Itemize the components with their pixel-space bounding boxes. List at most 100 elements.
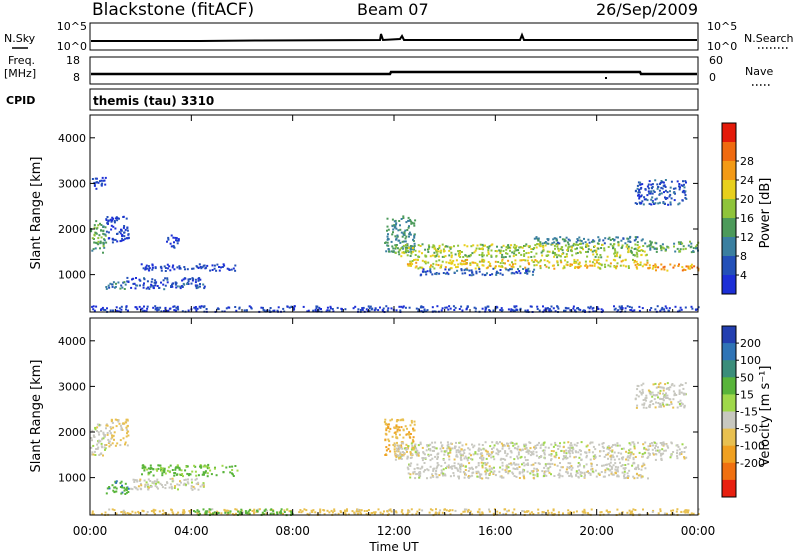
velocity-echo-cell xyxy=(524,447,527,450)
velocity-colorbar-label: Velocity [m s⁻¹] xyxy=(758,366,773,467)
velocity-echo-cell xyxy=(115,512,118,515)
velocity-echo-cell xyxy=(609,449,612,452)
power-echo-cell xyxy=(455,266,457,269)
power-echo-cell xyxy=(507,259,510,262)
velocity-echo-cell xyxy=(609,468,612,471)
velocity-echo-cell xyxy=(157,481,160,484)
power-echo-cell xyxy=(500,309,503,312)
power-echo-cell xyxy=(419,274,422,277)
velocity-echo-cell xyxy=(400,418,403,421)
velocity-echo-cell xyxy=(410,419,413,422)
power-echo-cell xyxy=(474,249,477,252)
power-echo-cell xyxy=(179,285,182,288)
velocity-echo-cell xyxy=(156,478,159,481)
velocity-echo-cell xyxy=(682,387,685,390)
power-echo-cell xyxy=(638,197,641,200)
power-colorbar-swatch xyxy=(722,275,736,295)
velocity-echo-cell xyxy=(399,444,402,447)
power-echo-cell xyxy=(566,249,569,252)
velocity-echo-cell xyxy=(621,511,624,514)
velocity-echo-cell xyxy=(164,484,167,486)
power-echo-cell xyxy=(660,263,663,266)
velocity-echo-cell xyxy=(659,382,662,385)
power-echo-cell xyxy=(581,246,584,249)
power-echo-cell xyxy=(471,252,474,255)
power-echo-cell xyxy=(446,245,449,248)
velocity-colorbar-swatch xyxy=(722,411,736,430)
velocity-echo-cell xyxy=(651,511,654,513)
power-echo-cell xyxy=(144,266,147,269)
velocity-echo-cell xyxy=(550,473,552,476)
power-echo-cell xyxy=(174,309,177,312)
power-echo-cell xyxy=(400,305,403,308)
power-echo-cell xyxy=(647,183,650,186)
power-echo-cell xyxy=(682,180,684,183)
power-echo-cell xyxy=(620,239,623,242)
velocity-echo-cell xyxy=(623,475,625,478)
power-echo-cell xyxy=(398,239,401,242)
power-echo-cell xyxy=(434,255,437,258)
velocity-echo-cell xyxy=(258,508,261,511)
velocity-echo-cell xyxy=(589,473,592,476)
power-echo-cell xyxy=(663,247,666,250)
power-echo-cell xyxy=(407,216,410,219)
power-echo-cell xyxy=(630,251,633,254)
power-echo-cell xyxy=(524,309,527,312)
power-echo-cell xyxy=(171,266,174,269)
power-echo-cell xyxy=(651,187,653,190)
velocity-echo-cell xyxy=(147,488,150,491)
power-echo-cell xyxy=(655,197,658,200)
velocity-echo-cell xyxy=(404,425,407,428)
velocity-echo-cell xyxy=(609,461,612,464)
velocity-echo-cell xyxy=(478,511,481,514)
velocity-echo-cell xyxy=(248,509,251,511)
power-echo-cell xyxy=(187,309,190,312)
velocity-echo-cell xyxy=(106,432,109,434)
velocity-echo-cell xyxy=(120,480,123,483)
velocity-echo-cell xyxy=(441,511,444,514)
power-echo-cell xyxy=(551,242,554,245)
velocity-echo-cell xyxy=(435,473,438,476)
power-echo-cell xyxy=(463,269,466,272)
power-echo-cell xyxy=(126,227,129,230)
velocity-echo-cell xyxy=(637,474,640,477)
velocity-echo-cell xyxy=(567,441,570,444)
power-echo-cell xyxy=(426,309,429,312)
velocity-echo-cell xyxy=(480,448,483,451)
velocity-echo-cell xyxy=(608,474,611,477)
power-echo-cell xyxy=(178,265,181,268)
velocity-echo-cell xyxy=(154,509,157,512)
power-echo-cell xyxy=(95,305,98,308)
velocity-echo-cell xyxy=(447,454,450,456)
power-echo-cell xyxy=(628,240,631,243)
power-echo-cell xyxy=(405,235,408,238)
velocity-echo-cell xyxy=(500,442,503,445)
velocity-echo-cell xyxy=(650,442,653,444)
power-echo-cell xyxy=(527,245,530,248)
velocity-echo-cell xyxy=(141,509,144,512)
power-echo-cell xyxy=(234,306,237,308)
velocity-echo-cell xyxy=(467,475,470,477)
velocity-echo-cell xyxy=(575,470,578,473)
velocity-echo-cell xyxy=(398,448,401,451)
power-echo-cell xyxy=(106,216,109,218)
power-echo-cell xyxy=(438,259,441,262)
velocity-echo-cell xyxy=(126,444,129,447)
velocity-echo-cell xyxy=(480,473,483,476)
power-echo-cell xyxy=(399,224,401,227)
velocity-echo-cell xyxy=(472,453,475,456)
velocity-echo-cell xyxy=(527,464,530,466)
power-echo-cell xyxy=(596,306,599,309)
velocity-echo-cell xyxy=(161,469,163,472)
velocity-echo-cell xyxy=(587,470,589,473)
velocity-echo-cell xyxy=(215,474,218,477)
velocity-echo-cell xyxy=(678,393,681,395)
power-echo-cell xyxy=(93,181,96,184)
velocity-echo-cell xyxy=(453,474,455,477)
power-echo-cell xyxy=(182,278,185,281)
power-echo-cell xyxy=(484,273,487,276)
velocity-echo-cell xyxy=(418,474,421,477)
velocity-echo-cell xyxy=(509,462,512,465)
power-echo-cell xyxy=(568,245,571,248)
